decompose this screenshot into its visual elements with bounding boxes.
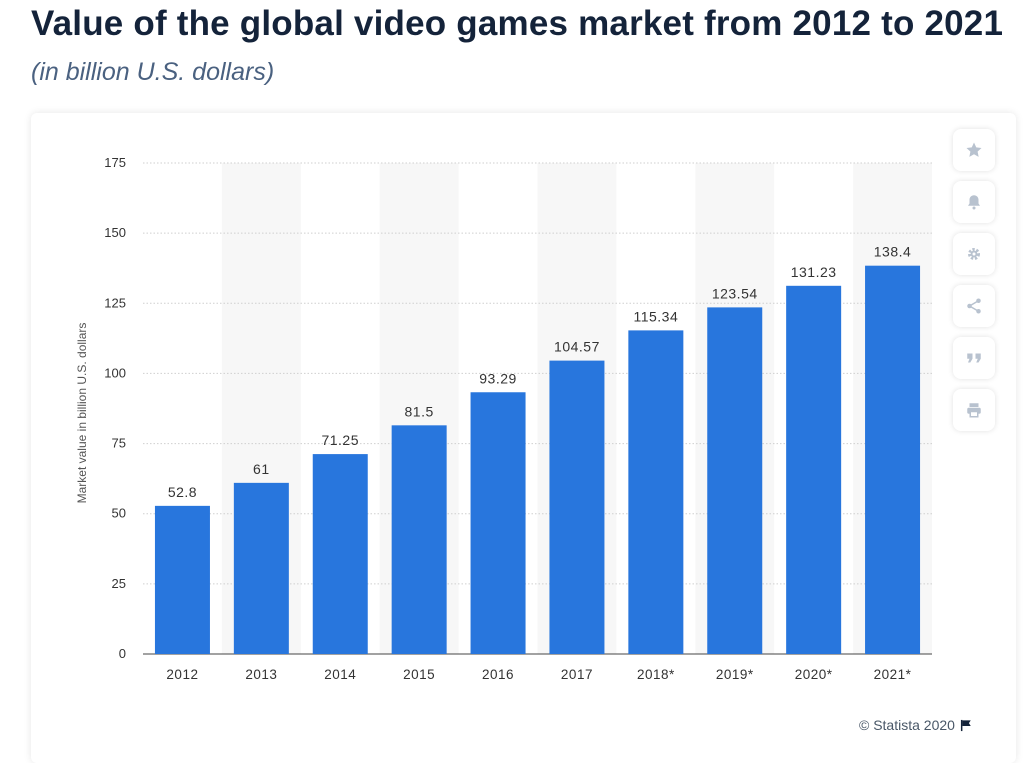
bar-value-label: 104.57 (554, 339, 600, 355)
x-tick-label: 2020* (795, 667, 833, 682)
x-tick-label: 2018* (637, 667, 675, 682)
y-tick-label: 100 (104, 365, 126, 380)
y-tick-label: 150 (104, 225, 126, 240)
bar-value-label: 131.23 (791, 264, 837, 280)
bar-chart: 52.8 61 71.25 81.5 93.29 104.57 115.34 123.54 13… (75, 155, 932, 682)
statista-copyright[interactable]: © Statista 2020 (859, 717, 973, 733)
bar-2013[interactable] (233, 482, 289, 654)
favorite-button[interactable] (953, 129, 995, 171)
bar-value-label: 93.29 (479, 370, 517, 386)
chart-toolbar (953, 129, 997, 441)
quote-icon (967, 353, 981, 363)
bar-2014[interactable] (312, 454, 368, 654)
star-icon (966, 142, 982, 157)
share-icon (967, 298, 981, 314)
bar-value-label: 71.25 (321, 432, 359, 448)
bell-icon (968, 195, 980, 210)
x-tick-label: 2021* (874, 667, 912, 682)
bar-value-label: 115.34 (633, 308, 678, 324)
print-button[interactable] (953, 389, 995, 431)
bar-value-label: 138.4 (874, 244, 912, 260)
y-tick-label: 125 (104, 295, 126, 310)
settings-button[interactable] (953, 233, 995, 275)
bar-value-label: 81.5 (405, 403, 434, 419)
x-tick-label: 2017 (561, 667, 593, 682)
page-subtitle: (in billion U.S. dollars) (31, 58, 275, 86)
bar-2015[interactable] (391, 425, 447, 654)
cite-button[interactable] (953, 337, 995, 379)
y-tick-label: 75 (112, 436, 126, 451)
bar-value-label: 123.54 (712, 285, 758, 301)
print-icon (967, 403, 981, 418)
notification-button[interactable] (953, 181, 995, 223)
bar-2016[interactable] (470, 392, 526, 654)
bar-2017[interactable] (549, 360, 605, 654)
bar-2021-projected[interactable] (865, 265, 921, 654)
bar-value-label: 52.8 (168, 484, 197, 500)
bar-value-label: 61 (253, 461, 270, 477)
y-tick-label: 25 (112, 576, 126, 591)
chart-card: 52.8 61 71.25 81.5 93.29 104.57 115.34 123.54 13… (31, 113, 1016, 763)
x-tick-label: 2014 (324, 667, 356, 682)
x-tick-label: 2016 (482, 667, 514, 682)
bar-2020-projected[interactable] (786, 285, 842, 654)
y-tick-label: 0 (119, 646, 126, 661)
x-tick-label: 2012 (166, 667, 198, 682)
page-title: Value of the global video games market f… (31, 4, 1004, 43)
y-tick-label: 175 (104, 155, 126, 170)
y-axis-title: Market value in billion U.S. dollars (75, 323, 89, 504)
x-tick-label: 2019* (716, 667, 754, 682)
bar-2018-projected[interactable] (628, 330, 684, 654)
x-tick-label: 2013 (245, 667, 277, 682)
bar-2019-projected[interactable] (707, 307, 763, 654)
gear-icon (968, 248, 980, 260)
copyright-text: © Statista 2020 (859, 717, 955, 733)
share-button[interactable] (953, 285, 995, 327)
x-tick-label: 2015 (403, 667, 435, 682)
flag-icon (960, 719, 971, 731)
bar-2012[interactable] (154, 505, 210, 654)
y-tick-label: 50 (112, 506, 126, 521)
